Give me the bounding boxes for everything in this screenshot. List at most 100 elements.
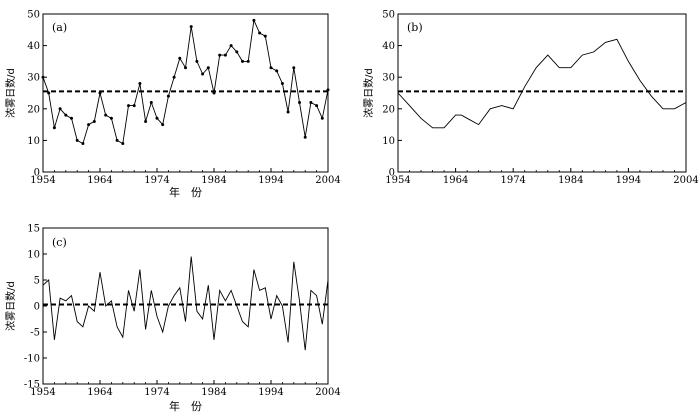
data-point	[127, 104, 130, 108]
y-tick-label: 10	[27, 250, 40, 261]
y-tick-label: 50	[27, 10, 40, 21]
data-point	[201, 72, 205, 76]
chart-panel-2: 1954 1964 1974 1984 1994 2004 -15 -10 -5 0 5 10 15 (c…	[4, 224, 341, 414]
data-point	[241, 59, 244, 63]
data-point	[144, 119, 148, 123]
data-point	[104, 113, 108, 117]
data-point	[206, 66, 210, 70]
data-point	[195, 59, 199, 63]
y-tick-label: 30	[27, 73, 40, 84]
x-tick-label: 1984	[201, 387, 226, 398]
x-tick-label: 2004	[673, 175, 698, 186]
data-point	[75, 138, 79, 142]
data-point	[64, 113, 68, 117]
y-tick-label: 40	[27, 41, 40, 52]
data-point	[320, 116, 324, 120]
data-point	[303, 135, 307, 139]
chart-panel-1: 1954 1964 1974 1984 1994 2004 0 10 20 30 40 50 (b) 浓雾…	[362, 10, 699, 187]
data-point	[269, 66, 273, 70]
x-tick-label: 1964	[87, 175, 112, 186]
data-point	[178, 56, 182, 60]
y-tick-label: 0	[34, 302, 40, 313]
x-tick-label: 1954	[30, 175, 55, 186]
data-point	[252, 18, 256, 22]
data-point	[58, 107, 62, 111]
data-point	[149, 100, 153, 104]
data-point	[184, 66, 187, 70]
y-tick-label: -5	[30, 328, 40, 339]
y-tick-label: 5	[34, 276, 40, 287]
y-tick-label: -10	[24, 354, 40, 365]
series-line	[397, 38, 687, 129]
data-point	[161, 123, 165, 127]
data-point	[155, 116, 159, 120]
data-point	[212, 91, 216, 95]
y-axis-label: 浓雾日数/d	[4, 281, 17, 331]
data-point	[87, 123, 91, 127]
x-tick-label: 1984	[201, 175, 226, 186]
x-tick-label: 1994	[616, 175, 641, 186]
x-tick-label: 1994	[258, 175, 283, 186]
data-point	[132, 104, 136, 108]
x-tick-label: 1994	[258, 387, 283, 398]
plot-frame	[397, 13, 687, 173]
chart-panel-0: 1954 1964 1974 1984 1994 2004 0 10 20 30 40 50 (a) 年 …	[4, 10, 341, 200]
data-point	[189, 25, 193, 29]
data-point	[223, 53, 227, 57]
plot-frame	[42, 13, 329, 173]
x-tick-label: 1974	[144, 387, 169, 398]
y-tick-label: 20	[382, 104, 395, 115]
y-tick-label: -15	[24, 380, 40, 391]
data-point	[326, 88, 330, 92]
data-point	[52, 126, 56, 130]
data-point	[309, 100, 313, 104]
data-point	[47, 91, 51, 95]
data-point	[235, 50, 239, 54]
data-point	[172, 75, 176, 79]
data-point	[286, 110, 290, 114]
panel-label: (a)	[52, 21, 67, 34]
x-axis-label: 年 份	[169, 185, 202, 199]
data-point	[218, 53, 222, 57]
data-point	[138, 82, 142, 86]
x-tick-label: 1954	[30, 387, 55, 398]
data-point	[41, 75, 45, 79]
y-tick-label: 10	[27, 136, 40, 147]
series-line	[42, 256, 329, 351]
panel-label: (b)	[407, 21, 423, 34]
x-tick-label: 1974	[500, 175, 525, 186]
x-tick-label: 2004	[315, 387, 340, 398]
data-point	[298, 100, 301, 104]
data-point	[275, 69, 279, 73]
data-point	[246, 59, 250, 63]
panel-label: (c)	[52, 236, 67, 249]
data-point	[258, 31, 262, 35]
data-point	[166, 94, 170, 98]
data-point	[109, 116, 113, 120]
x-tick-label: 1964	[87, 387, 112, 398]
data-point	[263, 34, 267, 38]
y-tick-label: 10	[382, 136, 395, 147]
y-tick-label: 0	[389, 168, 395, 179]
data-point	[70, 116, 73, 120]
x-tick-label: 1984	[558, 175, 583, 186]
x-tick-label: 1964	[443, 175, 468, 186]
x-tick-label: 1954	[385, 175, 410, 186]
plot-frame	[42, 227, 329, 385]
data-point	[121, 142, 125, 146]
data-point	[280, 82, 284, 86]
y-tick-label: 15	[27, 224, 40, 235]
y-tick-label: 50	[382, 10, 395, 21]
y-tick-label: 30	[382, 73, 395, 84]
x-tick-label: 2004	[315, 175, 340, 186]
y-tick-label: 20	[27, 104, 40, 115]
data-point	[98, 91, 102, 95]
data-point	[92, 119, 96, 123]
y-axis-label: 浓雾日数/d	[362, 68, 375, 118]
data-point	[229, 44, 233, 48]
data-point	[292, 66, 296, 70]
y-axis-label: 浓雾日数/d	[4, 68, 17, 118]
data-point	[81, 142, 85, 146]
y-tick-label: 0	[34, 168, 40, 179]
